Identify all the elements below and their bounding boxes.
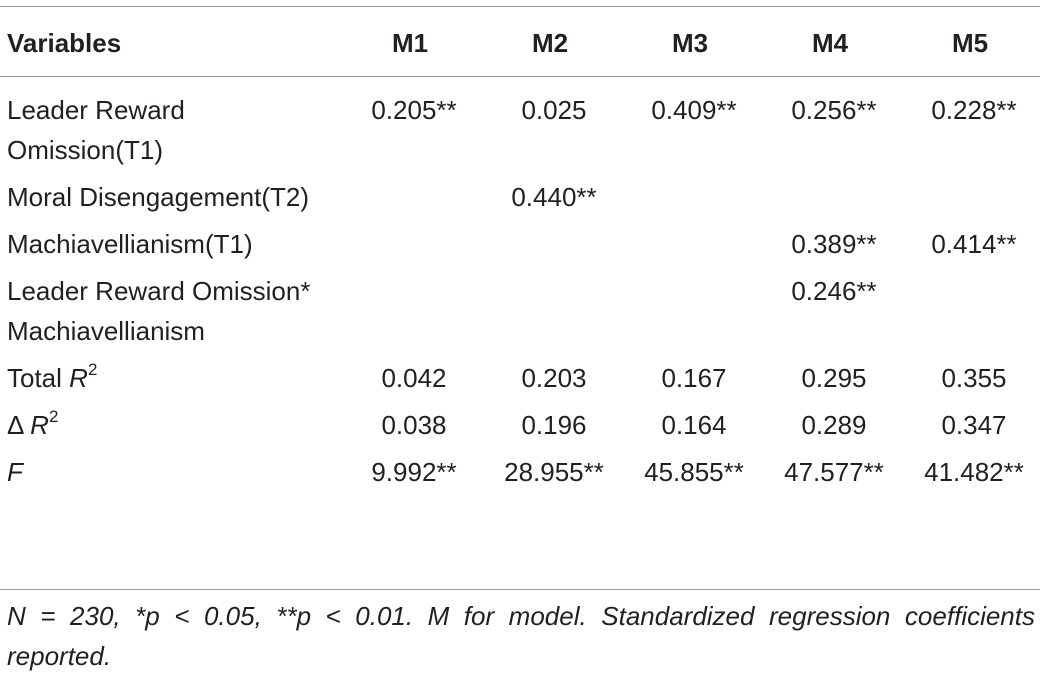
cell-m4: 47.577**	[784, 457, 884, 487]
row-label-delta-r2: Δ R2	[0, 405, 340, 452]
cell-m5: 41.482**	[924, 457, 1024, 487]
cell-m1: 0.038	[381, 410, 447, 440]
regression-table: Variables M1 M2 M3 M4 M5 Leader Reward O…	[0, 0, 1040, 499]
cell-m4: 0.256**	[791, 95, 877, 125]
cell-m2: 28.955**	[504, 457, 604, 487]
table-row: Total R2 0.042 0.203 0.167 0.295 0.355	[0, 358, 1040, 405]
header-m1: M1	[391, 27, 429, 58]
row-label-machiavellianism: Machiavellianism(T1)	[7, 229, 253, 259]
cell-m5: 0.355	[941, 363, 1007, 393]
cell-m5	[900, 271, 1040, 358]
cell-m4: 0.295	[801, 363, 867, 393]
label-prefix: Total	[7, 363, 70, 393]
top-rule	[0, 6, 1040, 7]
cell-m2	[480, 224, 620, 271]
row-label-moral-disengagement: Moral Disengagement(T2)	[7, 182, 310, 212]
cell-m3: 0.409**	[651, 95, 737, 125]
cell-m1: 0.205**	[371, 95, 457, 125]
cell-m4: 0.246**	[791, 276, 877, 306]
header-m3: M3	[671, 27, 709, 58]
cell-m5: 0.414**	[931, 229, 1017, 259]
cell-m5: 0.228**	[931, 95, 1017, 125]
cell-m4: 0.289	[801, 410, 867, 440]
cell-m5: 0.347	[941, 410, 1007, 440]
header-m2: M2	[531, 27, 569, 58]
cell-m2: 0.025	[521, 95, 587, 125]
row-label-f: F	[7, 457, 23, 487]
label-prefix: Δ	[7, 410, 31, 440]
label-superscript: 2	[48, 407, 59, 426]
table-footnote: N = 230, *p < 0.05, **p < 0.01. M for mo…	[7, 601, 1035, 671]
table-row: Moral Disengagement(T2) 0.440**	[0, 177, 1040, 224]
header-variables: Variables	[7, 27, 122, 58]
cell-m2	[480, 271, 620, 358]
cell-m3: 0.167	[661, 363, 727, 393]
cell-m1	[340, 177, 480, 224]
cell-m2: 0.196	[521, 410, 587, 440]
cell-m4: 0.389**	[791, 229, 877, 259]
cell-m3	[620, 224, 760, 271]
row-label-interaction: Leader Reward Omission* Machiavellianism	[7, 276, 311, 346]
cell-m3: 45.855**	[644, 457, 744, 487]
table-row: Leader Reward Omission(T1) 0.205** 0.025…	[0, 77, 1040, 177]
label-superscript: 2	[87, 360, 98, 379]
label-italic: R	[30, 410, 49, 440]
row-label-total-r2: Total R2	[0, 358, 340, 405]
cell-m2: 0.440**	[511, 182, 597, 212]
table-row: Δ R2 0.038 0.196 0.164 0.289 0.347	[0, 405, 1040, 452]
table-row: F 9.992** 28.955** 45.855** 47.577** 41.…	[0, 452, 1040, 499]
cell-m1	[340, 224, 480, 271]
row-label-leader-reward-omission: Leader Reward Omission(T1)	[7, 95, 185, 165]
bottom-rule	[0, 589, 1040, 590]
header-m5: M5	[951, 27, 989, 58]
header-rule	[0, 76, 1040, 77]
cell-m3	[620, 271, 760, 358]
cell-m3: 0.164	[661, 410, 727, 440]
cell-m1	[340, 271, 480, 358]
cell-m1: 9.992**	[371, 457, 457, 487]
header-row: Variables M1 M2 M3 M4 M5	[0, 0, 1040, 77]
cell-m5	[900, 177, 1040, 224]
cell-m1: 0.042	[381, 363, 447, 393]
header-m4: M4	[811, 27, 849, 58]
label-italic: R	[69, 363, 88, 393]
cell-m4	[760, 177, 900, 224]
table-row: Leader Reward Omission* Machiavellianism…	[0, 271, 1040, 358]
table-row: Machiavellianism(T1) 0.389** 0.414**	[0, 224, 1040, 271]
cell-m2: 0.203	[521, 363, 587, 393]
cell-m3	[620, 177, 760, 224]
